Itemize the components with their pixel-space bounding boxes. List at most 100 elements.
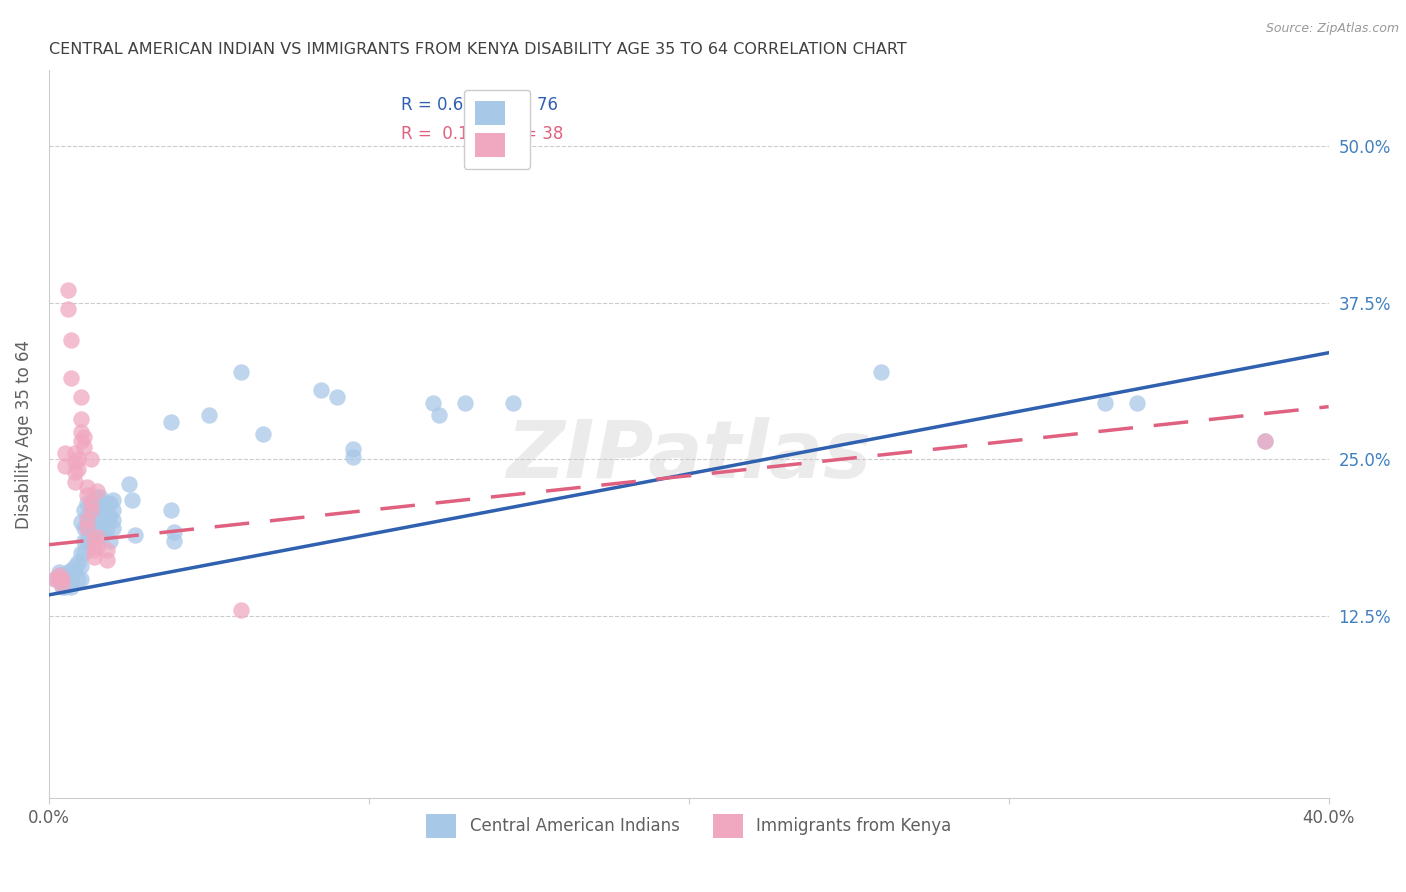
- Point: [60, 371, 83, 385]
- Point: [96, 521, 118, 535]
- Point: [309, 384, 332, 398]
- Point: [86, 540, 108, 554]
- Point: [51, 567, 73, 582]
- Point: [51, 578, 73, 592]
- Point: [73, 533, 96, 548]
- Point: [56, 283, 79, 297]
- Point: [70, 559, 93, 574]
- Y-axis label: Disability Age 35 to 64: Disability Age 35 to 64: [15, 340, 32, 529]
- Point: [63, 465, 86, 479]
- Point: [48, 572, 70, 586]
- Point: [70, 546, 93, 560]
- Point: [60, 567, 83, 582]
- Point: [83, 492, 105, 507]
- Point: [83, 542, 105, 557]
- Point: [63, 455, 86, 469]
- Text: R =  0.159   N = 38: R = 0.159 N = 38: [401, 126, 564, 144]
- Point: [76, 513, 98, 527]
- Point: [163, 533, 186, 548]
- Point: [60, 580, 83, 594]
- Point: [198, 409, 221, 423]
- Point: [93, 515, 115, 529]
- Point: [1253, 434, 1275, 448]
- Point: [76, 480, 98, 494]
- Point: [422, 396, 444, 410]
- Point: [1094, 396, 1116, 410]
- Point: [79, 508, 101, 523]
- Point: [101, 513, 124, 527]
- Point: [66, 452, 89, 467]
- Point: [89, 490, 111, 504]
- Point: [63, 563, 86, 577]
- Point: [48, 567, 70, 582]
- Point: [229, 603, 252, 617]
- Point: [83, 505, 105, 519]
- Point: [70, 515, 93, 529]
- Point: [73, 546, 96, 560]
- Point: [76, 508, 98, 523]
- Point: [48, 572, 70, 586]
- Point: [70, 390, 93, 404]
- Point: [101, 502, 124, 516]
- Point: [86, 483, 108, 498]
- Point: [56, 301, 79, 316]
- Legend: Central American Indians, Immigrants from Kenya: Central American Indians, Immigrants fro…: [419, 807, 957, 845]
- Point: [63, 446, 86, 460]
- Point: [159, 415, 181, 429]
- Point: [124, 527, 146, 541]
- Text: R = 0.662   N = 76: R = 0.662 N = 76: [401, 96, 558, 114]
- Point: [159, 502, 181, 516]
- Point: [63, 475, 86, 489]
- Point: [70, 572, 93, 586]
- Point: [66, 555, 89, 569]
- Point: [93, 527, 115, 541]
- Point: [96, 496, 118, 510]
- Point: [53, 458, 76, 473]
- Point: [96, 508, 118, 523]
- Point: [1125, 396, 1147, 410]
- Point: [70, 412, 93, 426]
- Text: CENTRAL AMERICAN INDIAN VS IMMIGRANTS FROM KENYA DISABILITY AGE 35 TO 64 CORRELA: CENTRAL AMERICAN INDIAN VS IMMIGRANTS FR…: [49, 42, 907, 57]
- Point: [76, 496, 98, 510]
- Point: [76, 521, 98, 535]
- Point: [96, 542, 118, 557]
- Point: [73, 440, 96, 454]
- Point: [79, 496, 101, 510]
- Point: [342, 450, 364, 464]
- Point: [83, 550, 105, 565]
- Point: [73, 430, 96, 444]
- Point: [342, 442, 364, 457]
- Point: [98, 508, 121, 523]
- Point: [79, 533, 101, 548]
- Point: [101, 492, 124, 507]
- Point: [53, 446, 76, 460]
- Point: [229, 365, 252, 379]
- Point: [502, 396, 524, 410]
- Point: [79, 521, 101, 535]
- Point: [51, 580, 73, 594]
- Point: [101, 521, 124, 535]
- Point: [73, 502, 96, 516]
- Point: [53, 578, 76, 592]
- Point: [86, 530, 108, 544]
- Point: [44, 572, 66, 586]
- Point: [454, 396, 477, 410]
- Point: [86, 490, 108, 504]
- Point: [60, 575, 83, 590]
- Point: [89, 521, 111, 535]
- Point: [93, 502, 115, 516]
- Point: [51, 572, 73, 586]
- Point: [76, 521, 98, 535]
- Point: [79, 502, 101, 516]
- Point: [86, 502, 108, 516]
- Point: [89, 502, 111, 516]
- Point: [118, 477, 141, 491]
- Point: [60, 333, 83, 347]
- Point: [66, 462, 89, 476]
- Point: [56, 566, 79, 580]
- Point: [73, 521, 96, 535]
- Point: [869, 365, 891, 379]
- Point: [56, 572, 79, 586]
- Point: [56, 578, 79, 592]
- Point: [76, 533, 98, 548]
